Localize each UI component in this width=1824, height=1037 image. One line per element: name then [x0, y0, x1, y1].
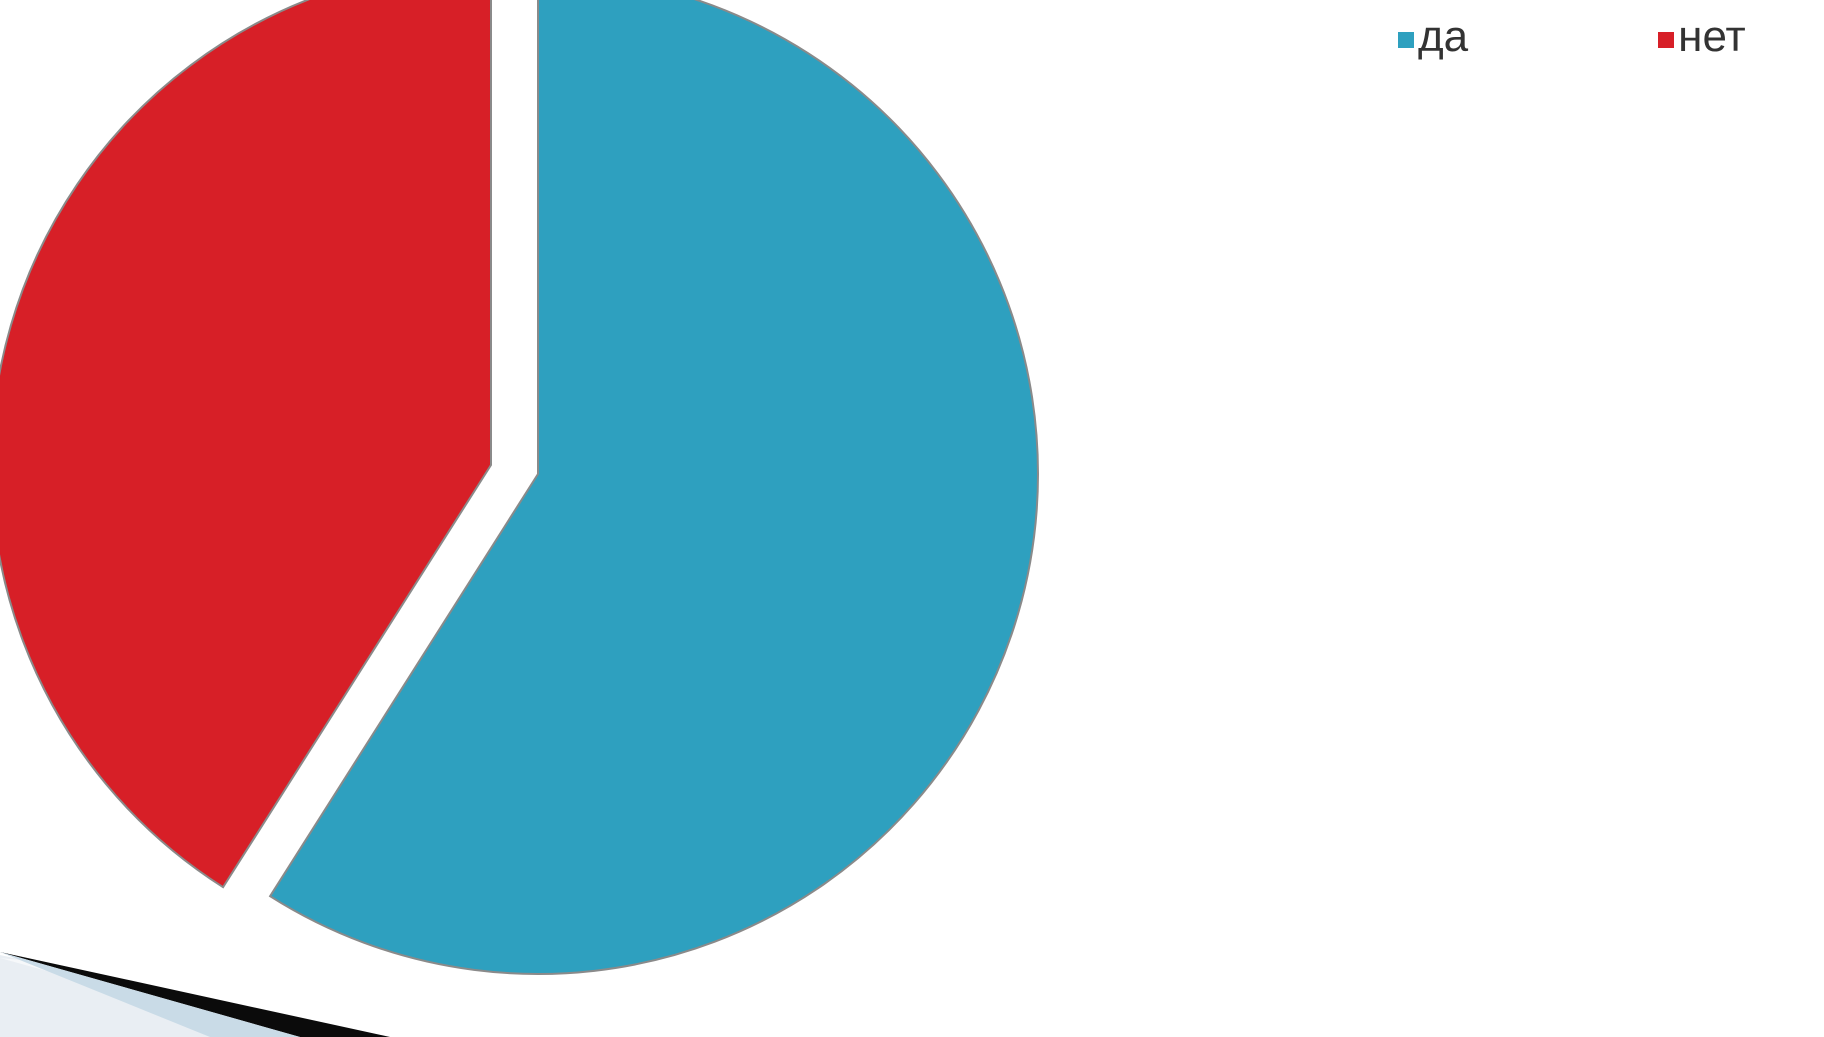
legend-swatch-net: [1658, 32, 1675, 48]
pie-slice-da: [268, 0, 1039, 975]
legend-label-da: да: [1418, 12, 1469, 61]
legend-label-net: нет: [1678, 12, 1746, 61]
legend-item-net: нет: [1658, 12, 1746, 62]
legend-item-da: да: [1398, 12, 1468, 62]
pie-slices: [0, 0, 1039, 975]
legend-swatch-da: [1398, 32, 1414, 48]
corner-decoration: [0, 952, 390, 1037]
pie-slice-net: [0, 0, 492, 889]
chart-legend: да нет: [1398, 12, 1746, 62]
